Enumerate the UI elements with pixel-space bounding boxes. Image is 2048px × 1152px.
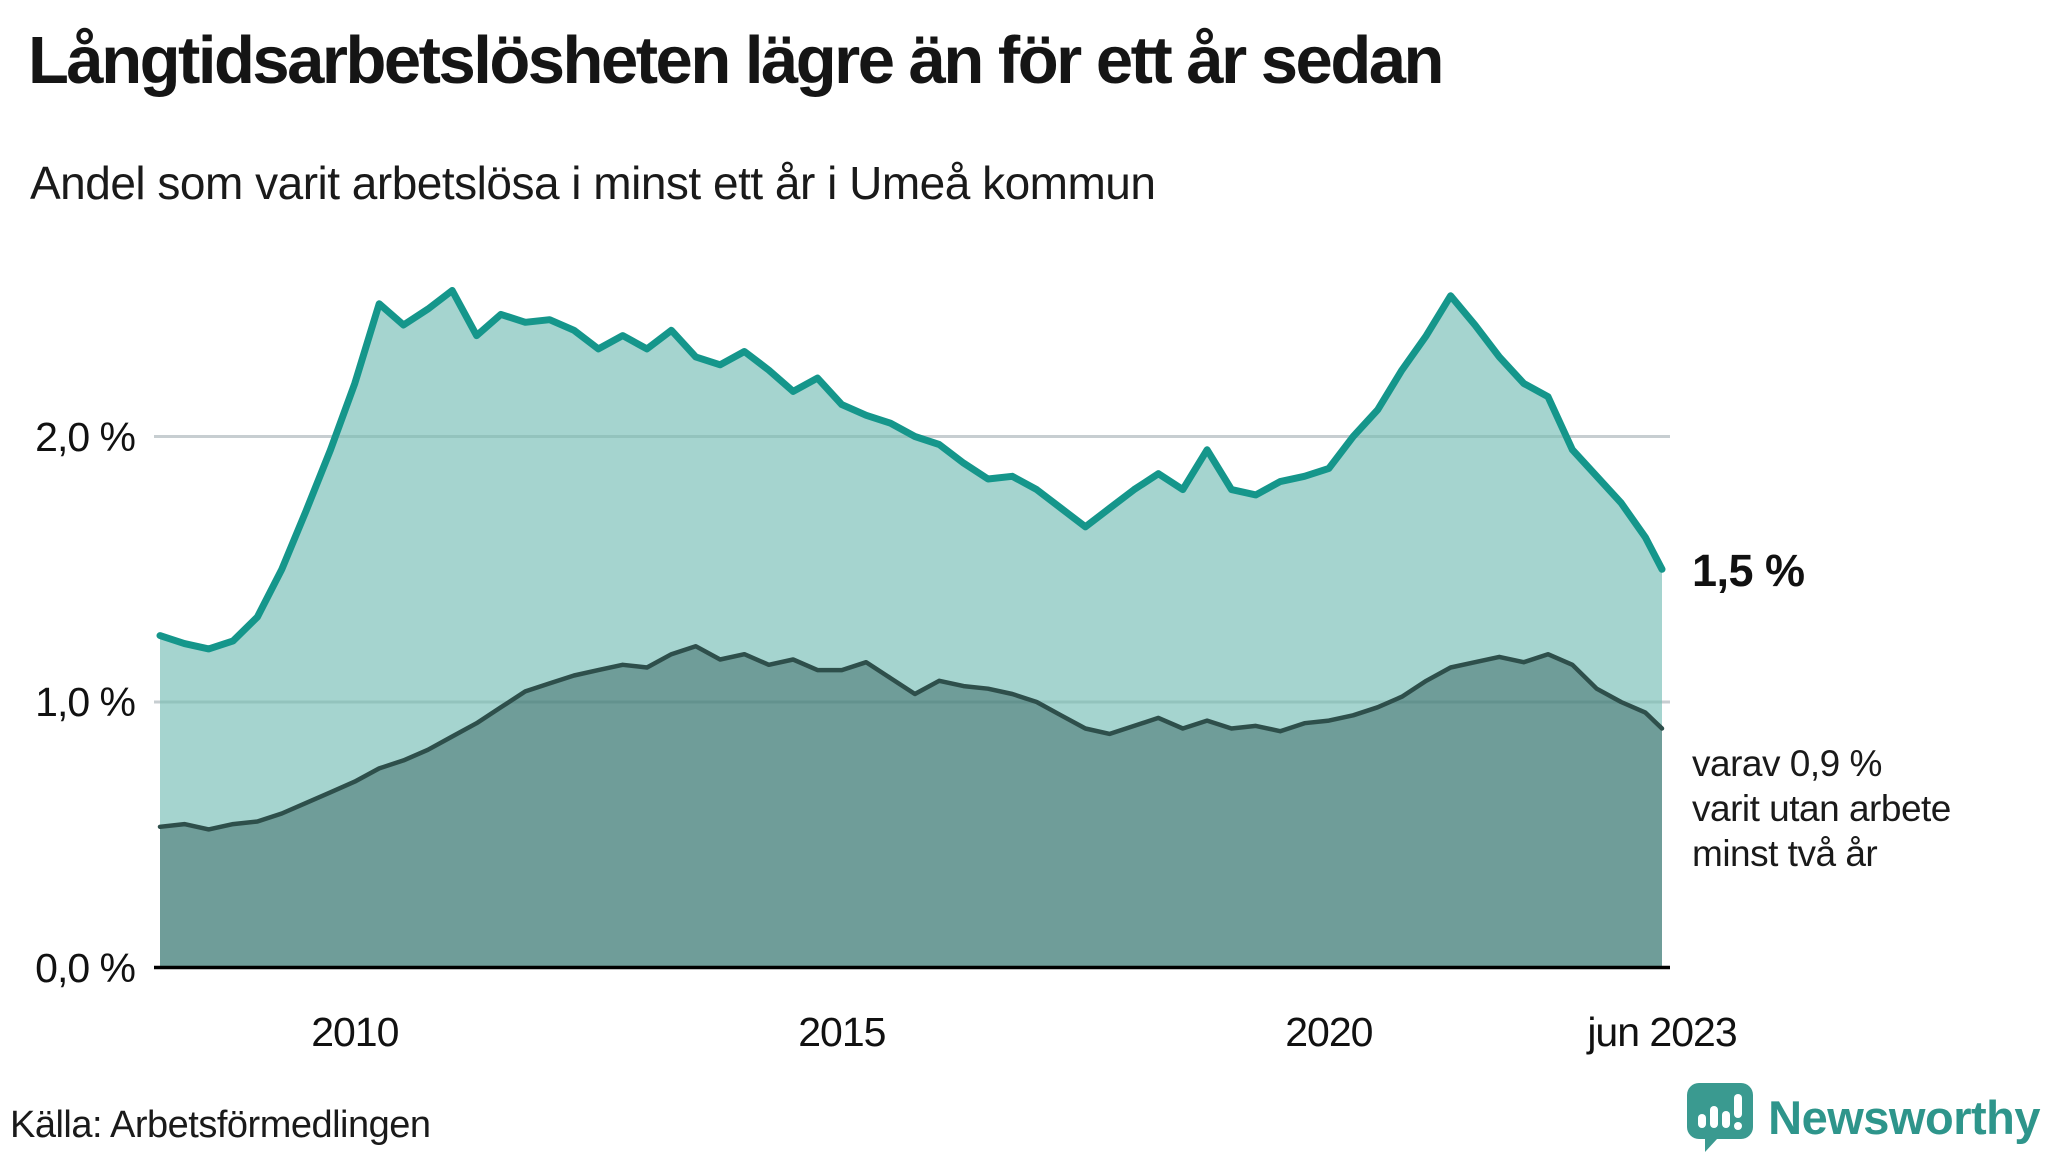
newsworthy-logo: Newsworthy bbox=[1686, 1082, 2040, 1152]
line-unemployed-2yr bbox=[157, 643, 1665, 832]
newsworthy-wordmark: Newsworthy bbox=[1768, 1090, 2040, 1144]
newsworthy-bubble-icon bbox=[1687, 1083, 1754, 1152]
x-tick-2020: 2020 bbox=[1285, 1009, 1373, 1055]
y-tick-1pct: 1,0 % bbox=[35, 679, 136, 725]
page-title: Långtidsarbetslösheten lägre än för ett … bbox=[28, 23, 1444, 98]
x-tick-2015: 2015 bbox=[798, 1009, 886, 1055]
end-value-label: 1,5 % bbox=[1692, 545, 1805, 597]
y-tick-2pct: 2,0 % bbox=[35, 413, 136, 460]
x-tick-2010: 2010 bbox=[311, 1009, 399, 1055]
x-tick-jun-2023: jun 2023 bbox=[1587, 1009, 1737, 1055]
two-year-annotation: varav 0,9 % varit utan arbete minst två … bbox=[1692, 742, 1951, 874]
page-subtitle: Andel som varit arbetslösa i minst ett å… bbox=[30, 157, 1156, 209]
area-unemployed-2yr bbox=[160, 646, 1662, 968]
y-tick-0pct: 0,0 % bbox=[35, 944, 136, 991]
line-unemployed-1yr bbox=[156, 287, 1666, 653]
source-note: Källa: Arbetsförmedlingen bbox=[10, 1104, 431, 1146]
